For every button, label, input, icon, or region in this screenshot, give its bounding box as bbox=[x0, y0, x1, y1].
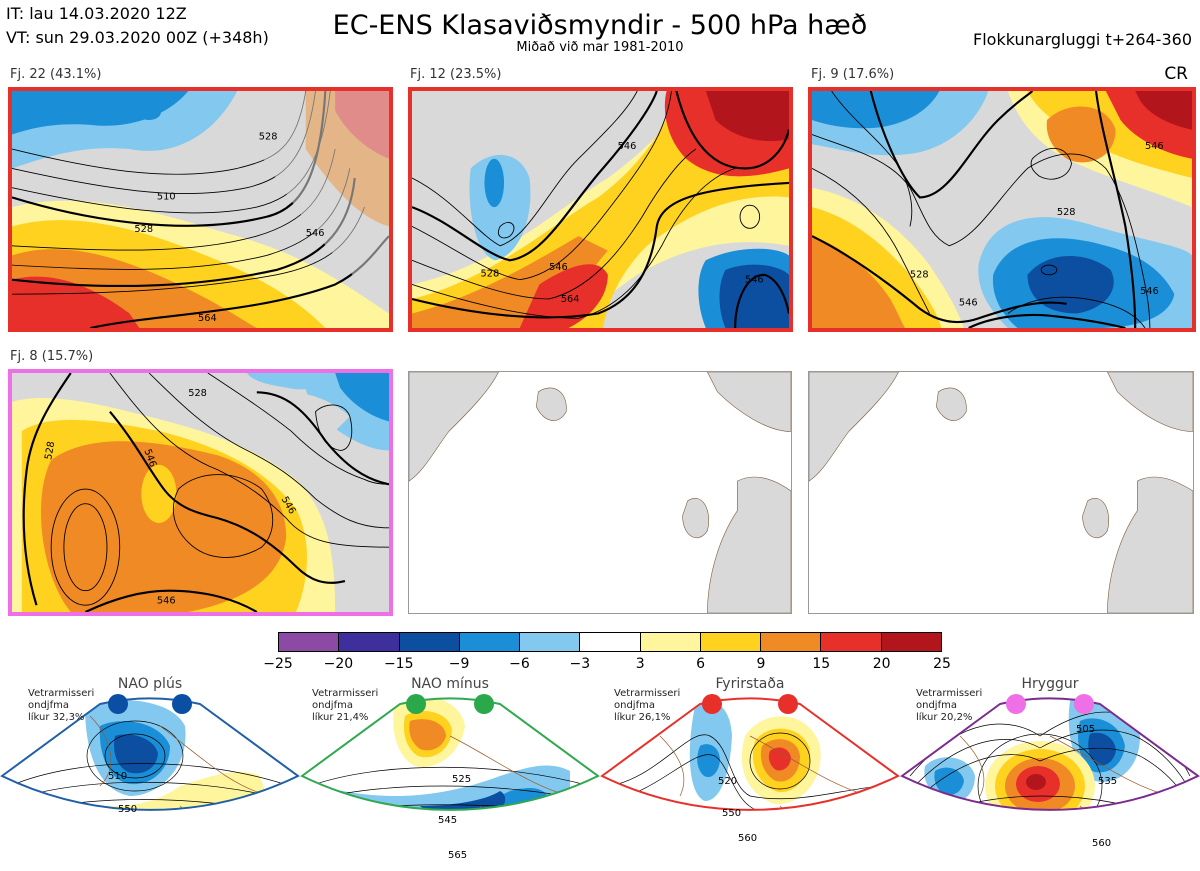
cr-label: CR bbox=[1164, 64, 1188, 84]
regime-title: NAO plús bbox=[117, 676, 183, 692]
colorbar-swatch bbox=[881, 633, 941, 651]
page-subtitle: Miðað við mar 1981-2010 bbox=[516, 40, 684, 55]
contour-label: 528 bbox=[481, 269, 500, 280]
contour-label: 546 bbox=[959, 298, 978, 309]
panel-label-1: Fj. 22 (43.1%) bbox=[10, 67, 102, 82]
contour-label: 560 bbox=[738, 833, 757, 844]
colorbar-swatch bbox=[761, 633, 822, 651]
colorbar-swatch bbox=[339, 633, 400, 651]
contour-label: 510 bbox=[157, 191, 176, 202]
contour-label: 510 bbox=[108, 771, 127, 782]
panel-label-3: Fj. 9 (17.6%) bbox=[811, 67, 895, 82]
contour-label: 528 bbox=[134, 224, 153, 235]
colorbar-swatch bbox=[821, 633, 882, 651]
contour-label: 546 bbox=[157, 595, 176, 606]
colorbar-tick-label: 15 bbox=[812, 656, 831, 672]
initial-time: IT: lau 14.03.2020 12Z bbox=[6, 4, 187, 23]
cluster-map-1: 510 528 528 546 564 bbox=[8, 87, 393, 332]
contour-label: 546 bbox=[306, 228, 325, 239]
contour-label: 528 bbox=[1057, 207, 1076, 218]
colorbar-tick-label: −9 bbox=[448, 656, 470, 672]
valid-time: VT: sun 29.03.2020 00Z (+348h) bbox=[6, 28, 269, 47]
panel-label-4: Fj. 8 (15.7%) bbox=[10, 349, 94, 364]
contour-label: 550 bbox=[118, 804, 137, 815]
colorbar-swatch bbox=[459, 633, 521, 651]
colorbar-swatch bbox=[700, 633, 762, 651]
contour-label: 560 bbox=[1092, 838, 1111, 849]
contour-label: 528 bbox=[259, 131, 278, 142]
contour-label: 520 bbox=[718, 776, 737, 787]
contour-label: 565 bbox=[448, 850, 467, 861]
colorbar-swatch bbox=[640, 633, 701, 651]
regime-title: Fyrirstaða bbox=[715, 676, 785, 692]
contour-label: 528 bbox=[43, 441, 57, 461]
empty-map-6 bbox=[808, 371, 1194, 614]
regime-title: Hryggur bbox=[1021, 676, 1079, 692]
cluster-map-3: 528 528 546 546 546 bbox=[808, 87, 1196, 332]
regime-blocking: 520 550 560 Fyrirstaða Vetrarmisseri ondj… bbox=[600, 676, 900, 871]
regime-note: Vetrarmisseri ondjfma líkur 32,3% bbox=[28, 688, 95, 723]
regime-ridge: 505 535 560 Hryggur Vetrarmisseri ondjfma… bbox=[900, 676, 1200, 871]
contour-label: 535 bbox=[1098, 776, 1117, 787]
colorbar-tick-label: 3 bbox=[635, 656, 645, 672]
contour-label: 528 bbox=[188, 388, 207, 399]
colorbar-swatch bbox=[279, 633, 340, 651]
contour-label: 546 bbox=[1145, 141, 1164, 152]
contour-label: 545 bbox=[438, 815, 457, 826]
contour-label: 528 bbox=[910, 270, 929, 281]
contour-label: 546 bbox=[618, 141, 637, 152]
regime-nao-minus: 525 545 565 NAO mínus Vetrarmisseri ondjf… bbox=[300, 676, 600, 871]
cluster-map-2: 528 546 564 546 546 bbox=[408, 87, 793, 332]
contour-label: 546 bbox=[745, 275, 764, 286]
colorbar-tick-label: −25 bbox=[263, 656, 293, 672]
colorbar-tick-label: −3 bbox=[569, 656, 591, 672]
regime-note: Vetrarmisseri ondjfma líkur 21,4% bbox=[312, 688, 379, 723]
classification-window: Flokkunargluggi t+264-360 bbox=[973, 30, 1192, 49]
contour-label: 525 bbox=[452, 774, 471, 785]
colorbar-tick-label: 9 bbox=[756, 656, 766, 672]
regime-nao-plus: 510 550 NAO plús Vetrarmisseri ondjfma lík… bbox=[0, 676, 300, 871]
anomaly-colorbar bbox=[278, 632, 942, 652]
contour-label: 546 bbox=[549, 262, 568, 273]
empty-map-5 bbox=[408, 371, 792, 614]
regime-note: Vetrarmisseri ondjfma líkur 26,1% bbox=[614, 688, 681, 723]
colorbar-tick-label: 20 bbox=[872, 656, 891, 672]
panel-label-2: Fj. 12 (23.5%) bbox=[410, 67, 502, 82]
page-title: EC-ENS Klasaviðsmyndir - 500 hPa hæð bbox=[332, 10, 868, 41]
contour-label: 564 bbox=[198, 313, 217, 324]
colorbar-tick-label: −6 bbox=[509, 656, 530, 672]
cluster-map-4: 528 546 546 528 546 bbox=[8, 369, 393, 616]
contour-label: 564 bbox=[561, 294, 580, 305]
regime-title: NAO mínus bbox=[411, 676, 489, 692]
colorbar-swatch bbox=[399, 633, 460, 651]
regime-note: Vetrarmisseri ondjfma líkur 20,2% bbox=[916, 688, 983, 723]
colorbar-tick-label: 25 bbox=[933, 656, 951, 672]
colorbar-swatch bbox=[520, 633, 581, 651]
contour-label: 550 bbox=[722, 808, 741, 819]
contour-label: 505 bbox=[1076, 724, 1095, 735]
colorbar-tick-label: −15 bbox=[383, 656, 414, 672]
contour-label: 546 bbox=[1140, 286, 1159, 297]
colorbar-tick-label: −20 bbox=[323, 656, 354, 672]
colorbar-swatch bbox=[580, 633, 641, 651]
colorbar-tick-label: 6 bbox=[696, 656, 705, 672]
